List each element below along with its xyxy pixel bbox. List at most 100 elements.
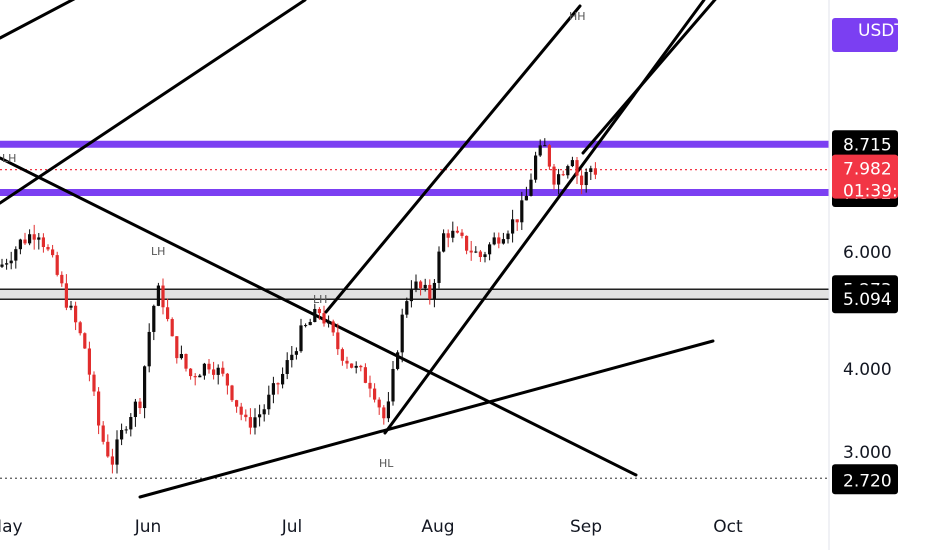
candle-body-122 bbox=[561, 174, 565, 176]
candle-body-40 bbox=[184, 353, 188, 369]
time-axis[interactable]: May Jun Jul Aug Sep Oct bbox=[0, 517, 743, 537]
price-tag-0[interactable] bbox=[832, 130, 898, 159]
candle-28 bbox=[129, 413, 133, 437]
candle-34 bbox=[156, 282, 160, 307]
candle-body-85 bbox=[391, 368, 395, 402]
candle-body-21 bbox=[97, 391, 101, 426]
candle-100 bbox=[460, 229, 464, 239]
candle-body-90 bbox=[414, 281, 418, 290]
candle-body-105 bbox=[483, 254, 487, 258]
price-tag-4[interactable] bbox=[832, 285, 898, 314]
trendline-4[interactable] bbox=[383, 0, 706, 435]
candle-body-56 bbox=[258, 414, 262, 418]
annotation-4: HH bbox=[569, 10, 586, 23]
candle-62 bbox=[285, 352, 289, 380]
candle-45 bbox=[207, 358, 211, 374]
candle-15 bbox=[69, 300, 73, 311]
candle-66 bbox=[304, 323, 308, 328]
candle-9 bbox=[41, 233, 45, 253]
candle-body-82 bbox=[377, 399, 381, 408]
trendline-5[interactable] bbox=[324, 4, 582, 314]
candle-102 bbox=[469, 240, 473, 261]
candle-body-47 bbox=[216, 367, 220, 375]
candle-117 bbox=[538, 139, 542, 157]
candle-8 bbox=[37, 232, 41, 250]
candle-body-57 bbox=[262, 409, 266, 415]
candle-body-41 bbox=[189, 368, 193, 377]
candle-115 bbox=[529, 173, 533, 197]
candle-27 bbox=[124, 426, 128, 434]
candle-36 bbox=[166, 298, 170, 322]
candle-21 bbox=[97, 387, 101, 435]
trendline-2[interactable] bbox=[0, 156, 638, 477]
candle-67 bbox=[308, 318, 312, 326]
candle-124 bbox=[570, 156, 574, 168]
candle-75 bbox=[345, 356, 349, 369]
candle-body-12 bbox=[55, 255, 59, 275]
candle-body-34 bbox=[156, 285, 160, 306]
candle-98 bbox=[451, 221, 455, 243]
candle-88 bbox=[405, 297, 409, 318]
x-tick-1: Jun bbox=[134, 517, 162, 537]
trendline-0[interactable] bbox=[0, 0, 148, 40]
candle-61 bbox=[281, 367, 285, 389]
candle-body-69 bbox=[317, 308, 321, 314]
currency-label: USDT bbox=[858, 21, 905, 41]
candle-body-3 bbox=[14, 249, 18, 261]
candle-107 bbox=[492, 232, 496, 246]
candle-119 bbox=[547, 143, 551, 170]
candle-93 bbox=[428, 279, 432, 305]
candle-body-109 bbox=[501, 239, 505, 244]
price-tag-label-6: 2.720 bbox=[843, 471, 892, 491]
trendline-6[interactable] bbox=[581, 0, 818, 155]
candle-91 bbox=[419, 280, 423, 296]
price-tag-label-0: 8.715 bbox=[843, 135, 892, 155]
candle-25 bbox=[115, 430, 119, 474]
candle-body-45 bbox=[207, 363, 211, 370]
candle-body-0 bbox=[0, 264, 4, 267]
candle-body-102 bbox=[469, 250, 473, 253]
candle-body-22 bbox=[101, 425, 105, 442]
price-axis[interactable]: 3.0004.0006.000USDT8.7157.3737.3625.2735… bbox=[828, 0, 919, 550]
candle-body-121 bbox=[557, 174, 561, 185]
candle-body-58 bbox=[267, 394, 271, 410]
candle-118 bbox=[543, 138, 547, 147]
candle-18 bbox=[83, 332, 87, 349]
candle-110 bbox=[506, 230, 510, 244]
candle-body-117 bbox=[538, 145, 542, 156]
candle-body-113 bbox=[520, 200, 524, 223]
candle-body-16 bbox=[74, 305, 78, 323]
candle-35 bbox=[161, 278, 165, 315]
candle-111 bbox=[511, 209, 515, 243]
trendline-3[interactable] bbox=[138, 339, 715, 499]
candle-body-64 bbox=[294, 351, 298, 355]
trendlines bbox=[0, 0, 818, 499]
candle-body-88 bbox=[405, 301, 409, 315]
annotation-3: HL bbox=[379, 457, 394, 470]
candle-94 bbox=[432, 279, 436, 308]
candle-body-110 bbox=[506, 233, 510, 240]
candle-68 bbox=[313, 303, 317, 323]
candle-body-95 bbox=[437, 251, 441, 283]
candle-47 bbox=[216, 364, 220, 385]
candle-body-8 bbox=[37, 237, 41, 240]
candle-29 bbox=[133, 398, 137, 427]
candle-128 bbox=[589, 165, 593, 180]
candle-body-119 bbox=[547, 145, 551, 167]
price-tag-6[interactable] bbox=[832, 466, 898, 495]
trendline-1[interactable] bbox=[0, 0, 307, 205]
current-price-tag[interactable] bbox=[832, 154, 898, 199]
candle-body-97 bbox=[446, 233, 450, 238]
candle-63 bbox=[290, 346, 294, 368]
candle-5 bbox=[23, 232, 27, 245]
candle-70 bbox=[322, 305, 326, 327]
candle-body-62 bbox=[285, 360, 289, 374]
candle-body-37 bbox=[170, 319, 174, 337]
candle-body-26 bbox=[120, 429, 124, 440]
candle-body-74 bbox=[340, 349, 344, 361]
candle-body-96 bbox=[442, 233, 446, 252]
candle-body-111 bbox=[511, 219, 515, 234]
candle-24 bbox=[110, 448, 114, 474]
candle-body-10 bbox=[46, 247, 50, 250]
